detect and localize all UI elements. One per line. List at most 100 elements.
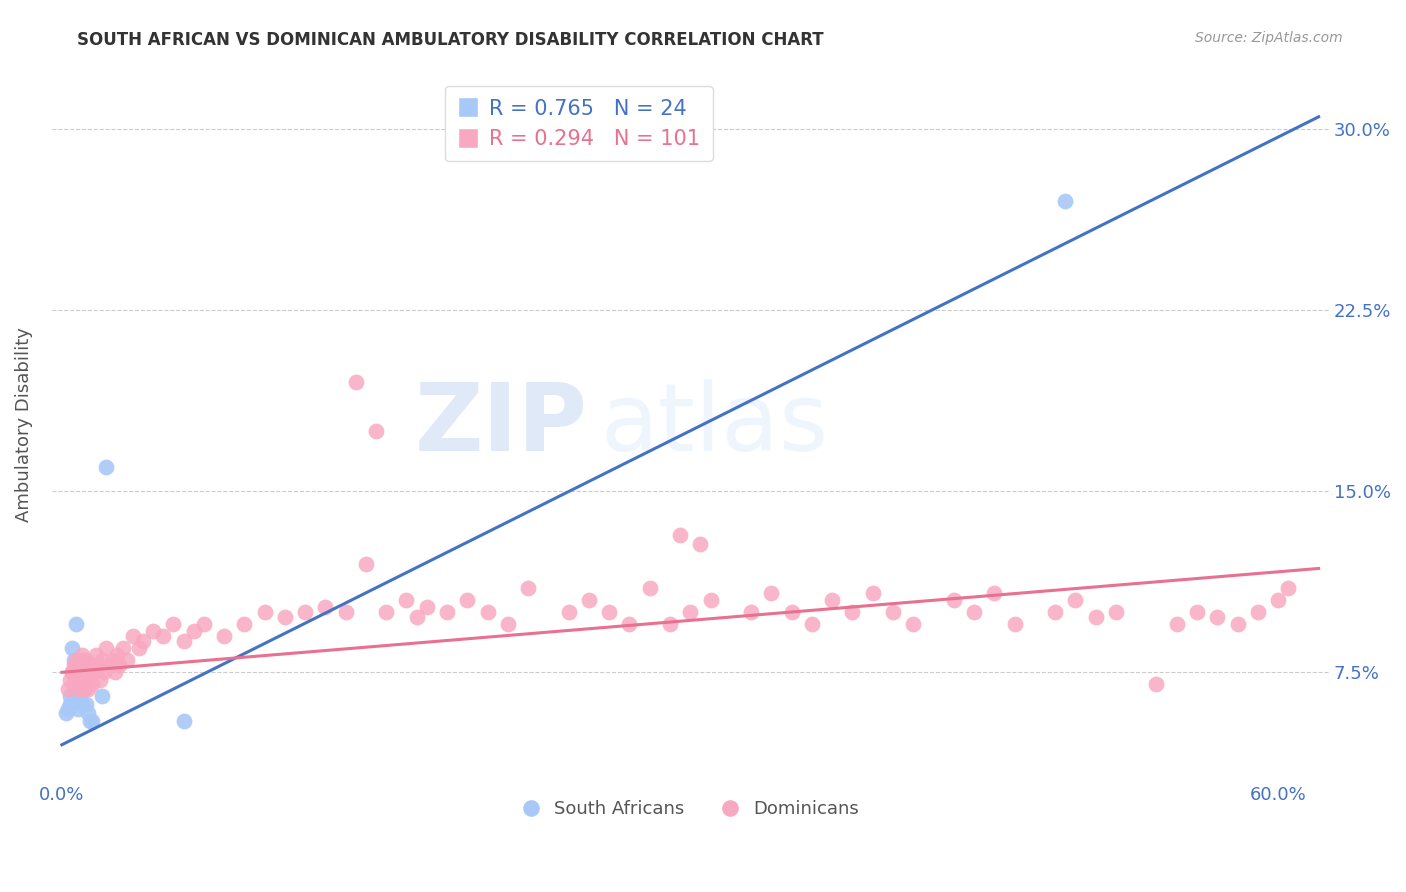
Point (344, 376, 367, 390)
Point (77, 706, 100, 721)
Point (335, 605, 357, 619)
Point (60, 641, 83, 656)
Point (679, 605, 702, 619)
Point (70, 648, 93, 663)
Point (212, 629, 235, 643)
Text: Source: ZipAtlas.com: Source: ZipAtlas.com (1195, 31, 1343, 45)
Point (780, 605, 803, 619)
Point (56, 701, 79, 715)
Point (73, 682, 96, 697)
Point (983, 585, 1005, 599)
Legend: South Africans, Dominicans: South Africans, Dominicans (515, 793, 866, 825)
Point (60, 665, 83, 680)
Point (70, 697, 93, 711)
Point (183, 624, 205, 639)
Point (294, 605, 316, 619)
Point (79, 673, 101, 687)
Point (67, 682, 90, 697)
Point (75, 653, 97, 667)
Text: ZIP: ZIP (415, 379, 588, 471)
Point (63, 690, 86, 704)
Point (75, 697, 97, 711)
Point (79, 665, 101, 680)
Point (65, 673, 87, 687)
Point (1084, 609, 1107, 624)
Point (1185, 605, 1208, 619)
Point (162, 617, 184, 632)
Point (354, 557, 377, 571)
Point (82, 714, 104, 728)
Point (59, 697, 82, 711)
Point (1226, 617, 1249, 632)
Point (75, 673, 97, 687)
Point (101, 653, 124, 667)
Point (105, 648, 128, 663)
Point (1166, 617, 1188, 632)
Point (63, 658, 86, 673)
Point (67, 701, 90, 715)
Point (111, 641, 134, 656)
Point (73, 665, 96, 680)
Point (233, 617, 256, 632)
Point (60, 665, 83, 680)
Point (477, 605, 499, 619)
Point (619, 617, 641, 632)
Point (91, 653, 114, 667)
Point (517, 581, 540, 595)
Point (65, 682, 87, 697)
Point (253, 605, 276, 619)
Point (67, 665, 90, 680)
Point (173, 634, 195, 648)
Point (93, 665, 115, 680)
Point (274, 609, 297, 624)
Point (903, 617, 925, 632)
Point (821, 592, 844, 607)
Point (557, 605, 579, 619)
Point (67, 682, 90, 697)
Point (1064, 592, 1087, 607)
Point (578, 592, 600, 607)
Text: atlas: atlas (600, 379, 830, 471)
Point (96, 460, 118, 475)
Point (659, 617, 682, 632)
Point (89, 673, 111, 687)
Point (669, 527, 692, 541)
Point (79, 714, 101, 728)
Point (1004, 617, 1026, 632)
Point (405, 609, 427, 624)
Point (69, 658, 91, 673)
Point (55, 706, 77, 721)
Point (699, 592, 721, 607)
Point (91, 690, 114, 704)
Point (63, 677, 86, 691)
Point (942, 592, 965, 607)
Point (65, 653, 87, 667)
Point (128, 641, 150, 656)
Point (73, 682, 96, 697)
Point (456, 592, 478, 607)
Point (121, 629, 143, 643)
Point (152, 629, 174, 643)
Point (862, 585, 884, 599)
Point (69, 690, 91, 704)
Point (132, 634, 155, 648)
Point (1247, 605, 1270, 619)
Point (82, 658, 104, 673)
Point (314, 600, 336, 615)
Point (416, 600, 439, 615)
Point (638, 581, 661, 595)
Point (142, 624, 165, 639)
Point (689, 537, 711, 551)
Point (86, 648, 108, 663)
Point (395, 592, 418, 607)
Point (77, 682, 100, 697)
Point (87, 658, 110, 673)
Point (1277, 581, 1299, 595)
Point (1206, 609, 1229, 624)
Point (1054, 194, 1077, 209)
Text: SOUTH AFRICAN VS DOMINICAN AMBULATORY DISABILITY CORRELATION CHART: SOUTH AFRICAN VS DOMINICAN AMBULATORY DI… (77, 31, 824, 49)
Point (375, 605, 398, 619)
Point (56, 682, 79, 697)
Point (83, 665, 105, 680)
Point (761, 585, 783, 599)
